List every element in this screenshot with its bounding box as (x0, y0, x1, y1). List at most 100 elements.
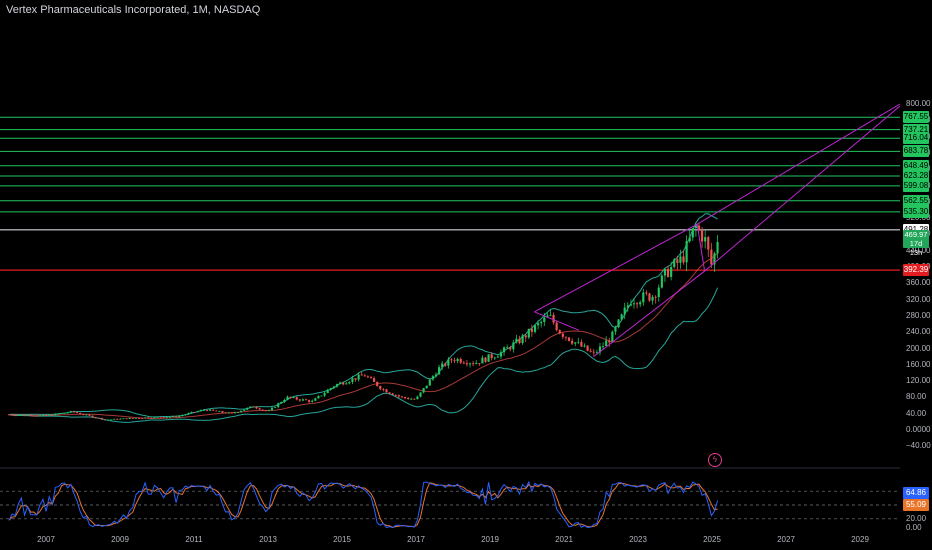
candle-body (32, 415, 35, 417)
candle-body (292, 397, 295, 399)
level-price-tag: 716.04 (903, 132, 929, 145)
candle-body (38, 415, 42, 417)
bar-countdown: 17d 13h (909, 239, 923, 258)
candle-body (465, 363, 469, 365)
time-axis-label: 2015 (333, 535, 351, 544)
candle-body (236, 412, 240, 413)
candle-body (363, 375, 366, 377)
candle-body (623, 307, 626, 315)
channel-upper-projection (696, 103, 901, 225)
candle-body (354, 378, 357, 380)
candle-body (218, 411, 221, 412)
candle-body (502, 347, 506, 353)
candle-body (202, 410, 206, 411)
candle-body (425, 385, 428, 389)
lightning-flag-icon[interactable]: ϟ (708, 453, 722, 467)
candle-body (140, 418, 144, 419)
candle-body (394, 394, 397, 396)
candle-body (410, 398, 413, 400)
candle-body (320, 395, 323, 397)
candle-body (413, 398, 416, 400)
candle-body (103, 419, 107, 421)
candle-body (468, 363, 472, 365)
candle-body (20, 414, 23, 416)
candle-body (512, 342, 515, 350)
level-price-tag: 683.78 (903, 145, 929, 158)
price-axis-label: 320.00 (906, 294, 931, 304)
candle-body (422, 388, 425, 393)
candle-body (212, 409, 215, 411)
candle-body (648, 293, 651, 301)
candle-body (506, 347, 509, 349)
candle-body (280, 401, 283, 404)
time-axis-label: 2007 (37, 535, 55, 544)
candle-body (314, 398, 317, 401)
time-axis-label: 2027 (777, 535, 795, 544)
candle-body (82, 414, 85, 415)
candle-body (601, 346, 605, 347)
candle-body (147, 417, 150, 419)
candle-body (611, 331, 614, 343)
last-price-tag: 469.97 17d 13h (903, 230, 929, 257)
candle-body (524, 335, 527, 338)
candle-body (626, 305, 629, 308)
candle-body (388, 392, 391, 394)
level-price-tag: 535.30 (903, 205, 929, 218)
candle-body (490, 354, 493, 359)
candle-body (385, 389, 388, 393)
candle-body (342, 382, 345, 385)
channel-connector-segment (534, 311, 579, 331)
oscillator-axis-label: 0.00 (906, 523, 922, 532)
candle-body (274, 407, 277, 408)
candle-body (162, 417, 165, 419)
candle-body (496, 356, 499, 358)
candle-body (546, 315, 549, 318)
candle-body (165, 417, 168, 418)
candle-body (416, 396, 419, 400)
candle-body (555, 322, 558, 331)
candle-body (35, 415, 38, 417)
stochastic-k-line (8, 480, 719, 529)
candle-body (657, 287, 660, 298)
candle-body (252, 406, 255, 408)
candle-body (685, 241, 688, 263)
candle-body (193, 412, 196, 413)
candle-body (224, 412, 227, 414)
candle-body (239, 410, 243, 413)
candle-body (119, 418, 122, 420)
time-axis-label: 2025 (703, 535, 721, 544)
candle-body (106, 419, 110, 421)
candle-body (632, 303, 636, 305)
candle-body (7, 414, 11, 416)
candle-body (97, 417, 100, 419)
candle-body (707, 237, 710, 250)
candle-body (574, 342, 577, 344)
candle-body (79, 413, 82, 415)
candle-body (459, 358, 462, 363)
candle-body (289, 396, 292, 398)
price-axis-label: −40.00 (906, 441, 931, 451)
candle-body (716, 242, 719, 254)
candle-body (391, 393, 394, 395)
candle-body (267, 410, 270, 412)
candle-body (620, 314, 623, 320)
candle-body (710, 249, 713, 265)
candle-body (444, 363, 447, 366)
candle-body (694, 225, 697, 229)
candle-body (116, 418, 119, 420)
candle-body (286, 396, 289, 400)
candle-body (704, 237, 707, 242)
candle-body (181, 415, 184, 416)
candle-body (441, 363, 444, 368)
candle-body (29, 415, 32, 416)
candle-body (184, 414, 187, 416)
candle-body (688, 237, 691, 242)
candle-body (419, 392, 422, 397)
candle-body (540, 321, 543, 324)
candle-body (335, 384, 339, 387)
candle-body (26, 415, 29, 416)
candle-body (215, 410, 218, 412)
candle-body (209, 409, 212, 411)
candle-body (397, 395, 400, 397)
